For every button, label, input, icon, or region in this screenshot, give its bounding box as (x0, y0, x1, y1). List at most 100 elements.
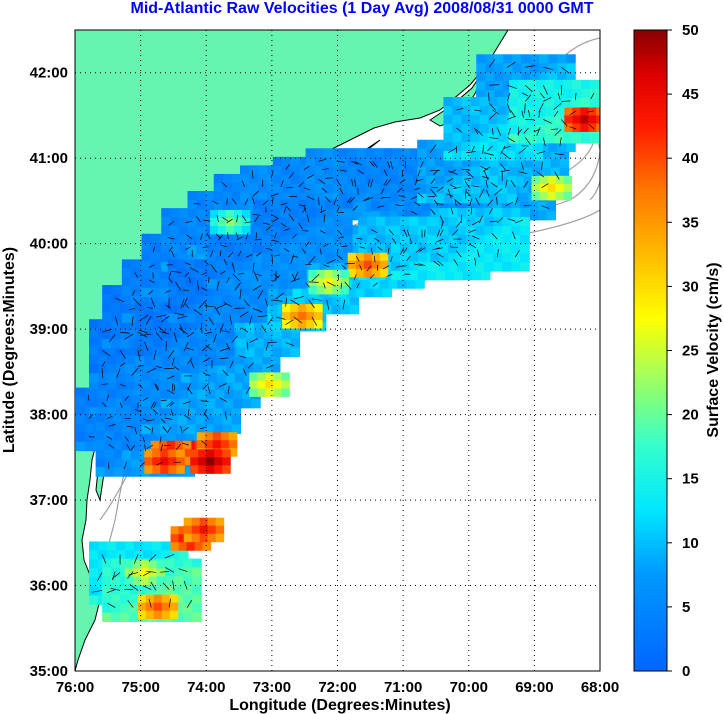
velocity-cell (298, 226, 308, 237)
velocity-vector (219, 383, 227, 388)
velocity-hotspot (199, 525, 209, 535)
velocity-cell (509, 106, 519, 117)
velocity-cell (130, 396, 141, 406)
velocity-cell (559, 167, 570, 178)
velocity-vector (339, 187, 344, 195)
velocity-cell (249, 165, 259, 175)
velocity-cell (240, 201, 250, 211)
velocity-cell (493, 208, 503, 218)
velocity-vector (465, 191, 472, 197)
x-tick-label: 68:00 (581, 679, 619, 696)
velocity-vector (383, 179, 388, 186)
velocity-cell (347, 184, 357, 194)
velocity-hotspot (355, 268, 365, 278)
velocity-cell (338, 175, 348, 185)
velocity-cell (480, 184, 490, 195)
velocity-cell (417, 252, 428, 263)
velocity-cell (98, 389, 108, 399)
velocity-cell (518, 79, 528, 90)
velocity-vector (523, 204, 532, 207)
velocity-cell (507, 193, 517, 204)
velocity-vector (524, 137, 531, 145)
velocity-cell (271, 312, 282, 323)
velocity-cell (176, 313, 187, 323)
velocity-hotspot (355, 252, 365, 262)
velocity-cell (89, 380, 99, 390)
velocity-cell (528, 210, 539, 221)
velocity-vector (169, 402, 175, 407)
velocity-vector (171, 357, 175, 366)
velocity-cell (192, 612, 202, 623)
velocity-hotspot (572, 107, 581, 116)
velocity-cell (161, 380, 171, 391)
velocity-cell (398, 192, 408, 203)
velocity-hotspot (137, 594, 147, 604)
velocity-cell (498, 175, 508, 186)
velocity-cell (528, 201, 539, 212)
velocity-cell (462, 193, 472, 204)
velocity-hotspot (539, 175, 548, 185)
velocity-cell (548, 54, 558, 64)
velocity-cell (75, 396, 86, 407)
velocity-cell (497, 151, 507, 161)
velocity-cell (511, 253, 521, 263)
velocity-vector (252, 308, 263, 313)
velocity-vector (226, 197, 228, 205)
velocity-cell (213, 182, 224, 193)
velocity-cell (243, 270, 253, 280)
velocity-vector (241, 215, 247, 222)
velocity-cell (537, 210, 548, 221)
velocity-cell (236, 338, 247, 349)
velocity-hotspot (169, 610, 179, 620)
velocity-hotspot (580, 115, 589, 124)
velocity-vector (189, 267, 199, 273)
velocity-cell (511, 244, 521, 254)
velocity-cell (343, 226, 353, 237)
velocity-vector (223, 302, 232, 307)
velocity-cell (189, 373, 200, 383)
velocity-cell (489, 193, 499, 204)
velocity-cell (186, 424, 197, 435)
velocity-cell (307, 199, 317, 210)
velocity-hotspot (144, 465, 153, 474)
velocity-cell (444, 193, 454, 204)
velocity-cell (176, 286, 187, 296)
velocity-cell (548, 63, 558, 73)
velocity-vector (272, 217, 279, 223)
velocity-cell (417, 139, 427, 150)
velocity-vector (348, 197, 355, 204)
velocity-vector (166, 375, 175, 380)
velocity-cell (494, 63, 504, 73)
velocity-vector (183, 341, 189, 352)
velocity-cell (194, 313, 205, 323)
velocity-cell (470, 106, 480, 116)
velocity-vector (554, 171, 560, 180)
velocity-cell (122, 458, 133, 468)
velocity-cell (536, 115, 546, 126)
velocity-cell (262, 217, 272, 228)
velocity-cell (196, 218, 206, 228)
velocity-vector (359, 246, 366, 249)
velocity-vector (311, 273, 320, 282)
velocity-cell (213, 173, 224, 184)
velocity-vector (244, 198, 249, 206)
velocity-vector (489, 112, 496, 120)
velocity-cell (475, 262, 485, 272)
velocity-cell (180, 338, 190, 348)
velocity-cell (280, 226, 290, 237)
velocity-cell (305, 166, 316, 176)
velocity-cell (89, 407, 99, 417)
velocity-cell (461, 115, 471, 125)
velocity-cell (147, 585, 157, 596)
velocity-cell (430, 200, 440, 211)
velocity-cell (453, 166, 463, 177)
velocity-vector (165, 290, 171, 293)
velocity-hotspot (198, 449, 207, 458)
velocity-cell (183, 576, 193, 587)
velocity-vector (387, 247, 390, 255)
velocity-cell (471, 175, 481, 186)
velocity-cell (435, 157, 445, 168)
velocity-hotspot (212, 440, 222, 449)
velocity-cell (557, 142, 567, 152)
velocity-cell (221, 304, 232, 314)
